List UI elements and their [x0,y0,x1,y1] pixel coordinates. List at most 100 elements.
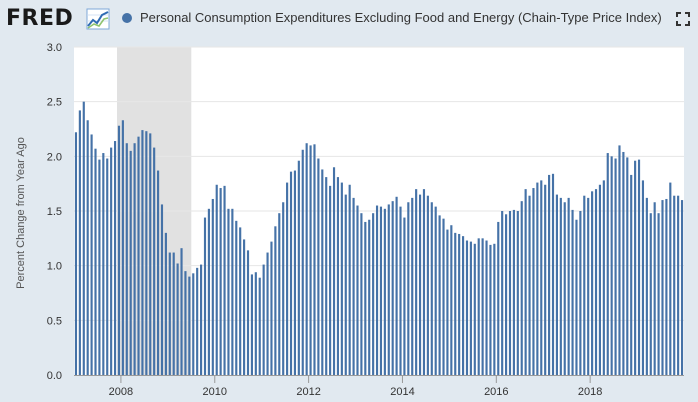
data-bar [602,180,605,375]
data-bar [407,202,410,375]
fullscreen-icon[interactable] [676,12,690,26]
data-bar [286,182,289,375]
data-bar [121,120,124,376]
data-bar [278,213,281,375]
data-bar [548,174,551,375]
data-bar [321,169,324,375]
fred-logo[interactable]: FRED [6,6,74,31]
data-bar [90,134,93,375]
data-bar [352,197,355,375]
y-tick-label: 1.5 [47,206,62,218]
data-bar [567,197,570,375]
data-bar [153,147,156,375]
y-tick-label: 3.0 [47,42,62,54]
data-bar [82,101,85,376]
data-bar [669,182,672,375]
data-bar [391,201,394,375]
data-bar [508,211,512,375]
data-bar [583,195,586,375]
data-bar [555,194,558,375]
data-bar [614,158,617,375]
data-bar [489,244,492,375]
data-bar [258,277,261,375]
data-bar [622,151,625,375]
data-bar [645,197,648,375]
y-axis-label: Percent Change from Year Ago [15,137,27,289]
data-bar [579,211,582,375]
legend-series-swatch [122,12,132,23]
data-bar [313,144,316,375]
data-bar [329,185,332,375]
data-bar [450,225,453,375]
data-bar [387,204,390,375]
data-bar [110,147,113,375]
data-bar [317,158,320,375]
data-bar [254,272,257,375]
data-bar [203,217,207,375]
data-bar [473,243,476,375]
data-bar [563,202,566,375]
data-bar [289,171,293,375]
data-bar [465,240,469,375]
data-bar [188,276,191,375]
data-bar [192,273,195,375]
data-bar [665,198,668,375]
data-bar [438,215,441,375]
data-bar [591,191,594,375]
data-bar [145,131,148,375]
legend: Personal Consumption Expenditures Exclud… [122,10,662,25]
data-bar [520,201,523,375]
data-bar [512,209,515,375]
data-bar [340,182,343,375]
data-bar [461,236,465,375]
fred-logo-graph-icon [86,8,110,30]
data-bar [540,180,543,375]
data-bar [458,233,461,375]
data-bar [649,213,652,375]
data-bar [309,145,312,375]
chart-header: FRED Personal Consumption Expenditures E… [0,0,698,40]
data-bar [231,208,234,375]
y-tick-label: 0.5 [47,315,62,327]
data-bar [442,218,445,375]
data-bar [344,194,347,375]
data-bar [411,197,414,375]
y-tick-label: 0.0 [47,370,62,382]
y-tick-label: 2.0 [47,151,62,163]
x-tick-label: 2010 [203,386,227,398]
data-bar [368,219,371,375]
data-bar [172,252,175,375]
data-bar [673,195,676,375]
data-bar [418,194,422,375]
data-bar [677,195,680,375]
data-bar [559,197,562,375]
data-bar [536,182,539,375]
x-tick-label: 2018 [578,386,602,398]
data-bar [129,150,132,375]
data-bar [149,133,152,375]
data-bar [630,174,633,375]
data-bar [485,240,488,375]
data-bar [227,208,230,375]
data-bar [180,248,183,375]
data-bar [176,263,179,375]
data-bar [133,143,136,375]
data-bar [332,167,336,375]
data-bar [469,241,472,375]
data-bar [395,196,398,375]
data-bar [403,217,406,375]
data-bar [653,202,656,375]
data-bar [113,141,117,375]
data-bar [626,157,629,375]
data-bar [375,205,379,375]
data-bar [610,156,613,375]
data-bar [364,221,367,375]
data-bar [422,189,426,375]
data-bar [544,184,547,375]
data-bar [78,110,81,375]
data-bar [587,197,590,375]
data-bar [184,271,187,375]
data-bar [606,153,609,375]
data-bar [141,130,144,375]
data-bar [137,136,140,375]
